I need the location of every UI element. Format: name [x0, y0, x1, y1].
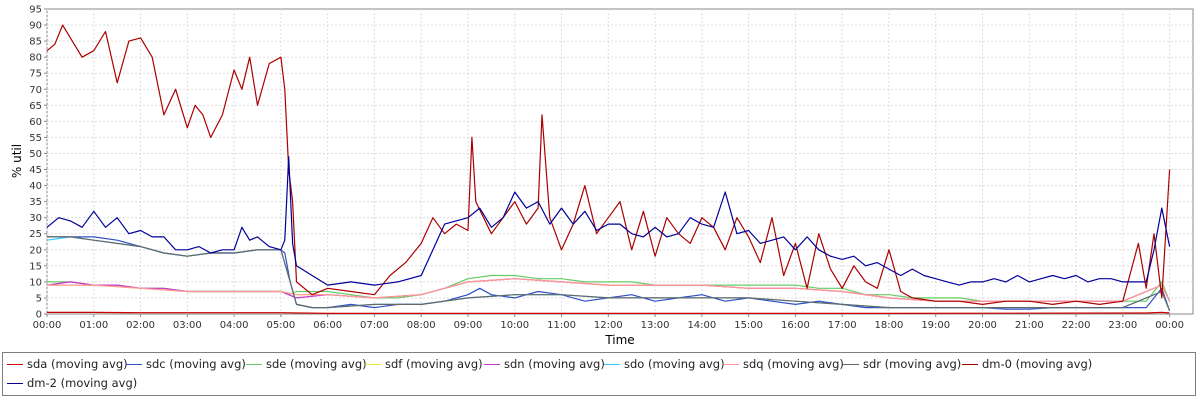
- legend-swatch: [484, 363, 500, 365]
- legend-item: sda (moving avg): [7, 356, 128, 372]
- y-tick-label: 0: [36, 310, 42, 321]
- x-tick-label: 17:00: [828, 320, 857, 331]
- legend-swatch: [7, 382, 23, 384]
- x-tick-label: 22:00: [1062, 320, 1091, 331]
- line-chart: 0 5 10 15 20 25 30 35 40 45 50 55 60 65 70 75 80 85 90 95 0…: [10, 5, 1194, 347]
- legend-swatch: [843, 363, 859, 365]
- legend-item: sdr (moving avg): [843, 356, 961, 372]
- x-tick-label: 09:00: [454, 320, 483, 331]
- series-lines: [46, 24, 1171, 314]
- y-axis-title: % util: [10, 144, 24, 178]
- x-tick-label: 14:00: [687, 320, 716, 331]
- legend-label: sdq (moving avg): [743, 357, 844, 371]
- x-tick-label: 12:00: [594, 320, 623, 331]
- x-axis-title: Time: [604, 333, 634, 347]
- x-tick-label: 06:00: [313, 320, 342, 331]
- legend-item: sde (moving avg): [246, 356, 367, 372]
- legend-label: sdc (moving avg): [146, 357, 246, 371]
- legend-item: sdo (moving avg): [604, 356, 725, 372]
- y-tick-label: 25: [29, 229, 42, 240]
- y-tick-label: 20: [29, 245, 42, 256]
- x-tick-label: 10:00: [500, 320, 529, 331]
- x-tick-label: 20:00: [968, 320, 997, 331]
- x-tick-label: 08:00: [407, 320, 436, 331]
- series-line-9: [46, 156, 1171, 286]
- x-tick-label: 01:00: [79, 320, 108, 331]
- legend-label: sdn (moving avg): [504, 357, 605, 371]
- x-tick-label: 04:00: [220, 320, 249, 331]
- legend-item: sdf (moving avg): [365, 356, 483, 372]
- y-tick-label: 80: [29, 53, 42, 64]
- series-line-7: [47, 236, 1171, 312]
- legend-swatch: [604, 363, 620, 365]
- y-tick-label: 70: [29, 85, 42, 96]
- x-tick-label: 18:00: [875, 320, 904, 331]
- legend-swatch: [126, 363, 142, 365]
- y-tick-label: 95: [29, 5, 42, 16]
- series-line-8: [46, 24, 1171, 305]
- x-tick-label: 16:00: [781, 320, 810, 331]
- y-tick-label: 60: [29, 117, 42, 128]
- plot-background: [46, 8, 1194, 315]
- legend-swatch: [7, 363, 23, 365]
- x-tick-label: 00:00: [1155, 320, 1184, 331]
- x-axis: 00:00 01:00 02:00 03:00 04:00 05:00 06:00 07:00…: [33, 314, 1184, 331]
- y-tick-label: 90: [29, 21, 42, 32]
- legend-label: sdo (moving avg): [624, 357, 725, 371]
- x-tick-label: 13:00: [641, 320, 670, 331]
- legend-label: sde (moving avg): [266, 357, 367, 371]
- x-tick-label: 15:00: [734, 320, 763, 331]
- legend-swatch: [962, 363, 978, 365]
- y-tick-label: 65: [29, 101, 42, 112]
- legend-item: dm-2 (moving avg): [7, 375, 137, 391]
- x-tick-label: 11:00: [547, 320, 576, 331]
- x-tick-label: 07:00: [360, 320, 389, 331]
- y-tick-label: 50: [29, 149, 42, 160]
- y-tick-label: 5: [36, 293, 42, 304]
- legend-item: sdn (moving avg): [484, 356, 605, 372]
- series-line-0: [47, 311, 1170, 314]
- y-tick-label: 40: [29, 181, 42, 192]
- legend-label: sdr (moving avg): [863, 357, 962, 371]
- x-tick-label: 19:00: [921, 320, 950, 331]
- x-tick-label: 21:00: [1015, 320, 1044, 331]
- legend-item: sdq (moving avg): [723, 356, 844, 372]
- x-tick-label: 23:00: [1108, 320, 1137, 331]
- legend-swatch: [246, 363, 262, 365]
- x-tick-label: 02:00: [126, 320, 155, 331]
- legend-item: sdc (moving avg): [126, 356, 246, 372]
- x-tick-label: 03:00: [173, 320, 202, 331]
- x-tick-label: 00:00: [33, 320, 62, 331]
- legend-label: sda (moving avg): [27, 357, 128, 371]
- legend-label: dm-0 (moving avg): [982, 357, 1093, 371]
- y-axis: 0 5 10 15 20 25 30 35 40 45 50 55 60 65 70 75 80 85 90 95: [29, 5, 47, 321]
- legend-swatch: [365, 363, 381, 365]
- legend-item: dm-0 (moving avg): [962, 356, 1092, 372]
- legend-swatch: [723, 363, 739, 365]
- legend: sda (moving avg) sdc (moving avg) sde (mov…: [2, 352, 1196, 396]
- y-tick-label: 15: [29, 261, 42, 272]
- y-tick-label: 10: [29, 277, 42, 288]
- y-tick-label: 85: [29, 37, 42, 48]
- y-tick-label: 30: [29, 213, 42, 224]
- y-tick-label: 45: [29, 165, 42, 176]
- legend-label: dm-2 (moving avg): [27, 376, 138, 390]
- legend-label: sdf (moving avg): [385, 357, 483, 371]
- y-tick-label: 75: [29, 69, 42, 80]
- y-tick-label: 55: [29, 133, 42, 144]
- x-tick-label: 05:00: [266, 320, 295, 331]
- y-tick-label: 35: [29, 197, 42, 208]
